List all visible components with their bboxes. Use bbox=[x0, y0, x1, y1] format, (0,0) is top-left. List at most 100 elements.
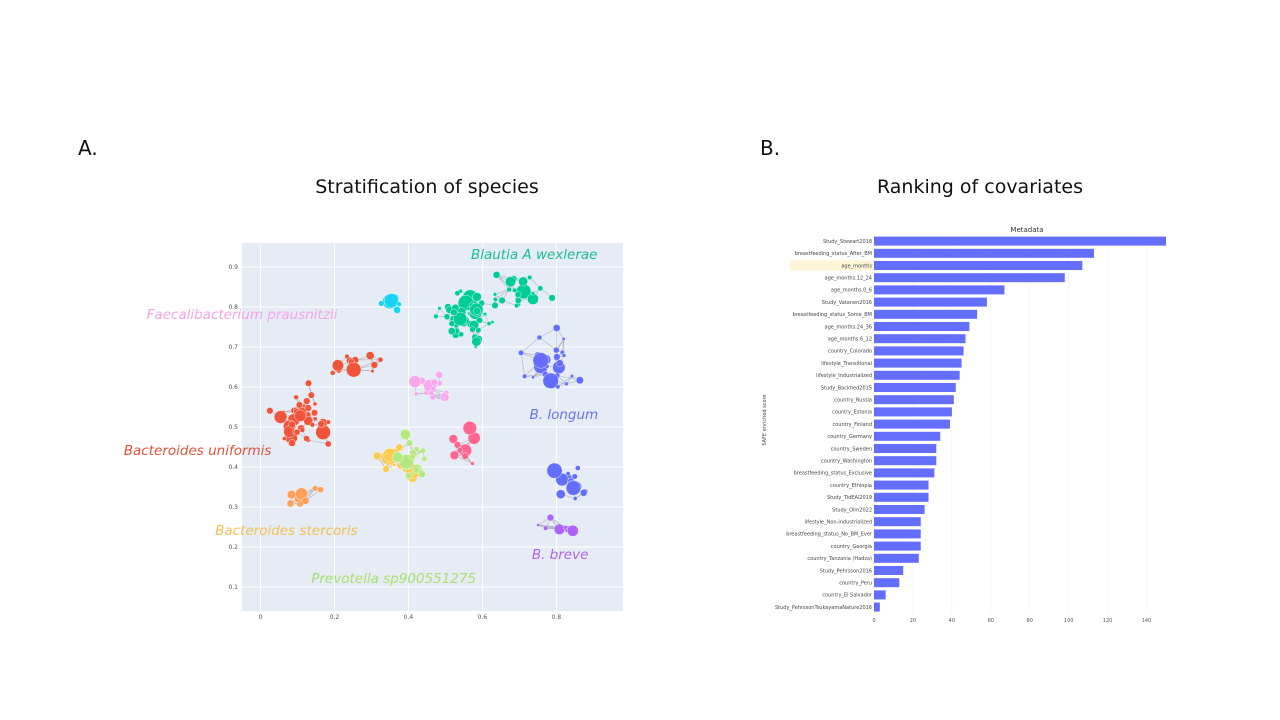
network-node bbox=[514, 303, 520, 309]
network-node bbox=[553, 523, 566, 535]
network-node bbox=[295, 401, 303, 409]
y-tick-label: 0.9 bbox=[228, 264, 238, 271]
network-node bbox=[301, 496, 310, 505]
covariate-label: country_Washington bbox=[821, 459, 872, 465]
network-edge bbox=[524, 373, 546, 377]
network-node bbox=[482, 312, 488, 317]
covariate-label: country_El Salvador bbox=[822, 593, 873, 599]
y-tick-label: 0.3 bbox=[228, 504, 238, 511]
network-node bbox=[448, 320, 456, 327]
network-node bbox=[324, 440, 332, 448]
bar-x-tick-label: 20 bbox=[910, 618, 916, 624]
network-node bbox=[305, 379, 312, 387]
network-node bbox=[449, 450, 460, 460]
highlight-band bbox=[790, 260, 874, 271]
network-node bbox=[325, 419, 331, 425]
network-node bbox=[392, 451, 404, 463]
covariate-label: country_Tanzania (Hadza) bbox=[807, 556, 872, 562]
covariate-bar bbox=[874, 334, 966, 344]
covariate-label: country_Russia bbox=[834, 398, 872, 404]
network-node bbox=[448, 434, 458, 444]
covariate-label: country_Peru bbox=[839, 581, 872, 587]
network-node bbox=[527, 274, 533, 280]
covariate-bar bbox=[874, 444, 937, 453]
network-node bbox=[572, 496, 578, 501]
network-node bbox=[293, 394, 299, 400]
covariate-bar bbox=[874, 602, 880, 612]
network-node bbox=[266, 407, 274, 415]
network-node bbox=[372, 451, 382, 461]
network-node bbox=[436, 380, 443, 387]
network-node bbox=[441, 398, 446, 402]
network-node bbox=[331, 359, 344, 372]
network-node bbox=[377, 356, 384, 363]
covariate-label: Study_Stewart2018 bbox=[823, 239, 872, 245]
covariate-label: country_Estonia bbox=[832, 410, 872, 416]
network-node bbox=[345, 362, 362, 378]
network-node bbox=[405, 439, 413, 447]
y-tick-label: 0.2 bbox=[228, 544, 238, 551]
network-node bbox=[421, 455, 428, 462]
bar-chart-title: Metadata bbox=[1010, 226, 1043, 234]
network-node bbox=[561, 337, 566, 341]
network-node bbox=[383, 293, 399, 309]
network-node bbox=[555, 489, 566, 499]
network-node bbox=[461, 452, 469, 460]
network-node bbox=[418, 470, 426, 478]
network-node bbox=[400, 429, 411, 440]
y-tick-label: 0.6 bbox=[228, 384, 238, 391]
covariate-label: lifestyle_Transitional bbox=[821, 361, 872, 367]
covariate-bar bbox=[874, 419, 950, 429]
y-tick-label: 0.1 bbox=[228, 584, 238, 591]
network-node bbox=[575, 376, 584, 385]
network-node bbox=[309, 422, 315, 428]
network-node bbox=[512, 287, 518, 293]
bar-x-tick-label: 60 bbox=[988, 618, 994, 624]
network-node bbox=[312, 401, 318, 407]
covariate-bar bbox=[874, 517, 921, 527]
bar-x-tick-label: 100 bbox=[1064, 618, 1074, 624]
covariate-label: country_Finland bbox=[833, 422, 873, 428]
covariate-bar bbox=[874, 285, 1005, 295]
network-node bbox=[530, 291, 536, 296]
network-node bbox=[382, 465, 390, 473]
network-node bbox=[546, 462, 563, 479]
network-node bbox=[543, 525, 549, 531]
covariate-bar bbox=[874, 480, 929, 490]
network-node bbox=[435, 371, 443, 379]
covariate-bar bbox=[874, 297, 987, 307]
covariate-bar bbox=[874, 456, 937, 466]
network-node bbox=[393, 306, 401, 314]
covariate-bar bbox=[874, 309, 978, 319]
bar-x-tick-label: 140 bbox=[1142, 618, 1152, 624]
network-node bbox=[454, 290, 461, 297]
network-node bbox=[409, 453, 416, 461]
covariate-bar bbox=[874, 358, 962, 368]
covariate-bar bbox=[874, 407, 952, 417]
network-node bbox=[329, 370, 336, 376]
covariate-bar bbox=[874, 553, 919, 563]
network-node bbox=[492, 292, 498, 297]
network-node bbox=[413, 391, 419, 397]
network-axis-ticks: 0 0.2 0.4 0.6 0.8 0.1 0.2 0.3 0.4 0.5 0.6 0.7 0.8 0.9 bbox=[228, 264, 561, 621]
network-node bbox=[563, 525, 568, 530]
network-node bbox=[531, 375, 535, 380]
network-node bbox=[288, 420, 296, 429]
network-node bbox=[456, 447, 463, 454]
network-node bbox=[443, 313, 451, 320]
covariate-bar bbox=[874, 236, 1166, 246]
network-node bbox=[370, 369, 375, 374]
network-node bbox=[294, 409, 307, 422]
covariate-bar bbox=[874, 505, 925, 514]
covariate-label: country_Sweden bbox=[831, 446, 872, 452]
network-node bbox=[408, 375, 422, 388]
covariate-label: Study_Olm2022 bbox=[832, 507, 872, 513]
covariate-label: Study_Pehrsson2016 bbox=[820, 568, 872, 574]
network-node bbox=[462, 421, 477, 436]
network-node bbox=[564, 381, 569, 387]
network-node bbox=[430, 378, 438, 386]
y-tick-label: 0.7 bbox=[228, 344, 238, 351]
covariate-bar-chart: Metadata SAFE enriched score Study_Stewa… bbox=[762, 226, 1166, 624]
panel-a-letter: A. bbox=[78, 136, 98, 160]
network-node bbox=[471, 336, 482, 347]
